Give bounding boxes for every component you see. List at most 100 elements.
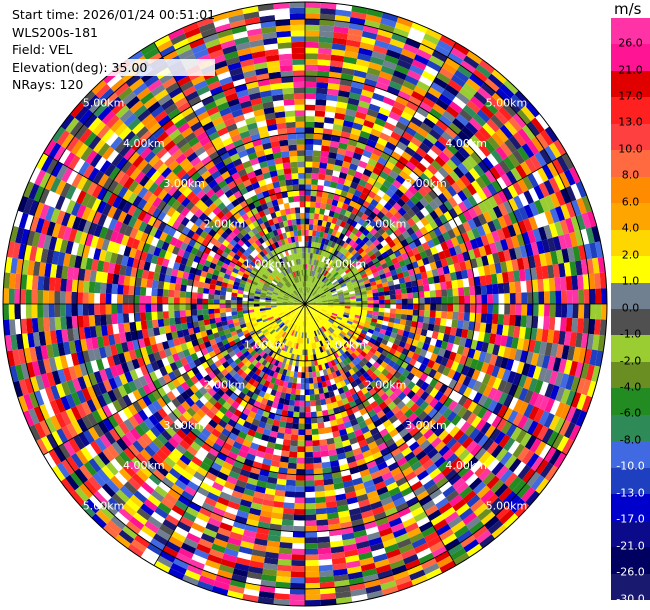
velocity-bin [316, 513, 328, 521]
velocity-bin [265, 293, 272, 297]
velocity-bin [323, 344, 329, 351]
velocity-bin [295, 319, 299, 326]
velocity-bin [294, 312, 299, 318]
velocity-bin [305, 76, 317, 83]
velocity-bin [300, 264, 304, 270]
velocity-bin [337, 267, 344, 274]
velocity-bin [295, 480, 305, 487]
velocity-bin [297, 155, 305, 162]
velocity-bin [337, 325, 344, 331]
velocity-bin [283, 502, 295, 509]
velocity-bin [282, 299, 289, 302]
velocity-bin [111, 304, 118, 315]
velocity-bin [428, 283, 436, 291]
velocity-bin [312, 325, 316, 332]
velocity-bin [82, 304, 89, 316]
velocity-bin [302, 343, 305, 350]
velocity-bin [503, 282, 510, 294]
velocity-bin [151, 295, 158, 304]
velocity-bin [320, 310, 327, 314]
velocity-bin [88, 281, 96, 293]
velocity-bin [294, 331, 298, 338]
velocity-bin [318, 433, 327, 441]
velocity-bin [319, 444, 329, 452]
velocity-bin [321, 319, 327, 325]
velocity-bin [287, 288, 293, 294]
velocity-bin [285, 121, 296, 129]
velocity-bin [262, 318, 269, 323]
velocity-bin [196, 298, 203, 304]
velocity-bin [265, 297, 272, 301]
velocity-bin [299, 320, 302, 327]
velocity-bin [316, 305, 322, 307]
velocity-bin [305, 190, 311, 196]
velocity-bin [140, 320, 148, 330]
velocity-bin [353, 317, 361, 322]
velocity-bin [290, 341, 295, 349]
velocity-bin [305, 525, 317, 532]
velocity-bin [277, 309, 284, 313]
velocity-bin [298, 178, 305, 185]
velocity-bin [282, 263, 287, 270]
velocity-bin [308, 366, 313, 373]
velocity-bin [330, 277, 336, 283]
velocity-bin [281, 156, 291, 164]
velocity-bin [458, 287, 465, 296]
velocity-bin [277, 293, 284, 297]
velocity-bin [259, 278, 266, 284]
velocity-bin [277, 295, 284, 299]
velocity-bin [168, 289, 175, 298]
velocity-bin [317, 322, 322, 328]
velocity-bin [297, 258, 301, 265]
velocity-bin [325, 313, 332, 317]
velocity-bin [320, 295, 327, 299]
velocity-bin [284, 427, 292, 435]
velocity-bin [305, 372, 309, 379]
velocity-bin [335, 285, 342, 291]
velocity-bin [271, 306, 277, 310]
velocity-bin [347, 285, 354, 290]
velocity-bin [282, 508, 295, 515]
velocity-bin [299, 309, 303, 315]
velocity-bin [311, 428, 319, 435]
velocity-bin [316, 272, 321, 279]
velocity-bin [277, 308, 283, 312]
velocity-bin [341, 273, 349, 280]
velocity-bin [301, 287, 304, 293]
velocity-bin [309, 314, 313, 320]
velocity-bin [301, 292, 304, 299]
velocity-bin [418, 291, 425, 299]
velocity-bin [290, 293, 296, 298]
velocity-bin [139, 312, 147, 322]
velocity-bin [378, 304, 385, 309]
velocity-bin [509, 281, 516, 294]
velocity-bin [305, 281, 308, 287]
velocity-bin [350, 304, 357, 307]
velocity-bin [458, 304, 465, 313]
velocity-bin [269, 273, 276, 279]
velocity-bin [324, 174, 333, 182]
velocity-bin [306, 315, 309, 321]
velocity-bin [279, 461, 289, 469]
velocity-bin [337, 334, 344, 341]
velocity-bin [313, 277, 317, 284]
velocity-bin [139, 286, 147, 296]
velocity-bin [296, 469, 305, 475]
velocity-bin [305, 155, 313, 162]
velocity-bin [298, 184, 305, 191]
velocity-bin [305, 491, 316, 498]
velocity-bin [309, 296, 314, 301]
velocity-bin [355, 309, 362, 313]
velocity-bin [255, 288, 262, 293]
velocity-bin [313, 336, 318, 343]
velocity-bin [276, 274, 283, 280]
velocity-bin [297, 294, 302, 300]
velocity-bin [287, 138, 297, 146]
velocity-bin [283, 310, 290, 314]
velocity-bin [296, 150, 305, 157]
velocity-bin [122, 284, 130, 295]
velocity-bin [312, 291, 318, 296]
velocity-bin [328, 319, 334, 325]
velocity-bin [324, 278, 330, 284]
